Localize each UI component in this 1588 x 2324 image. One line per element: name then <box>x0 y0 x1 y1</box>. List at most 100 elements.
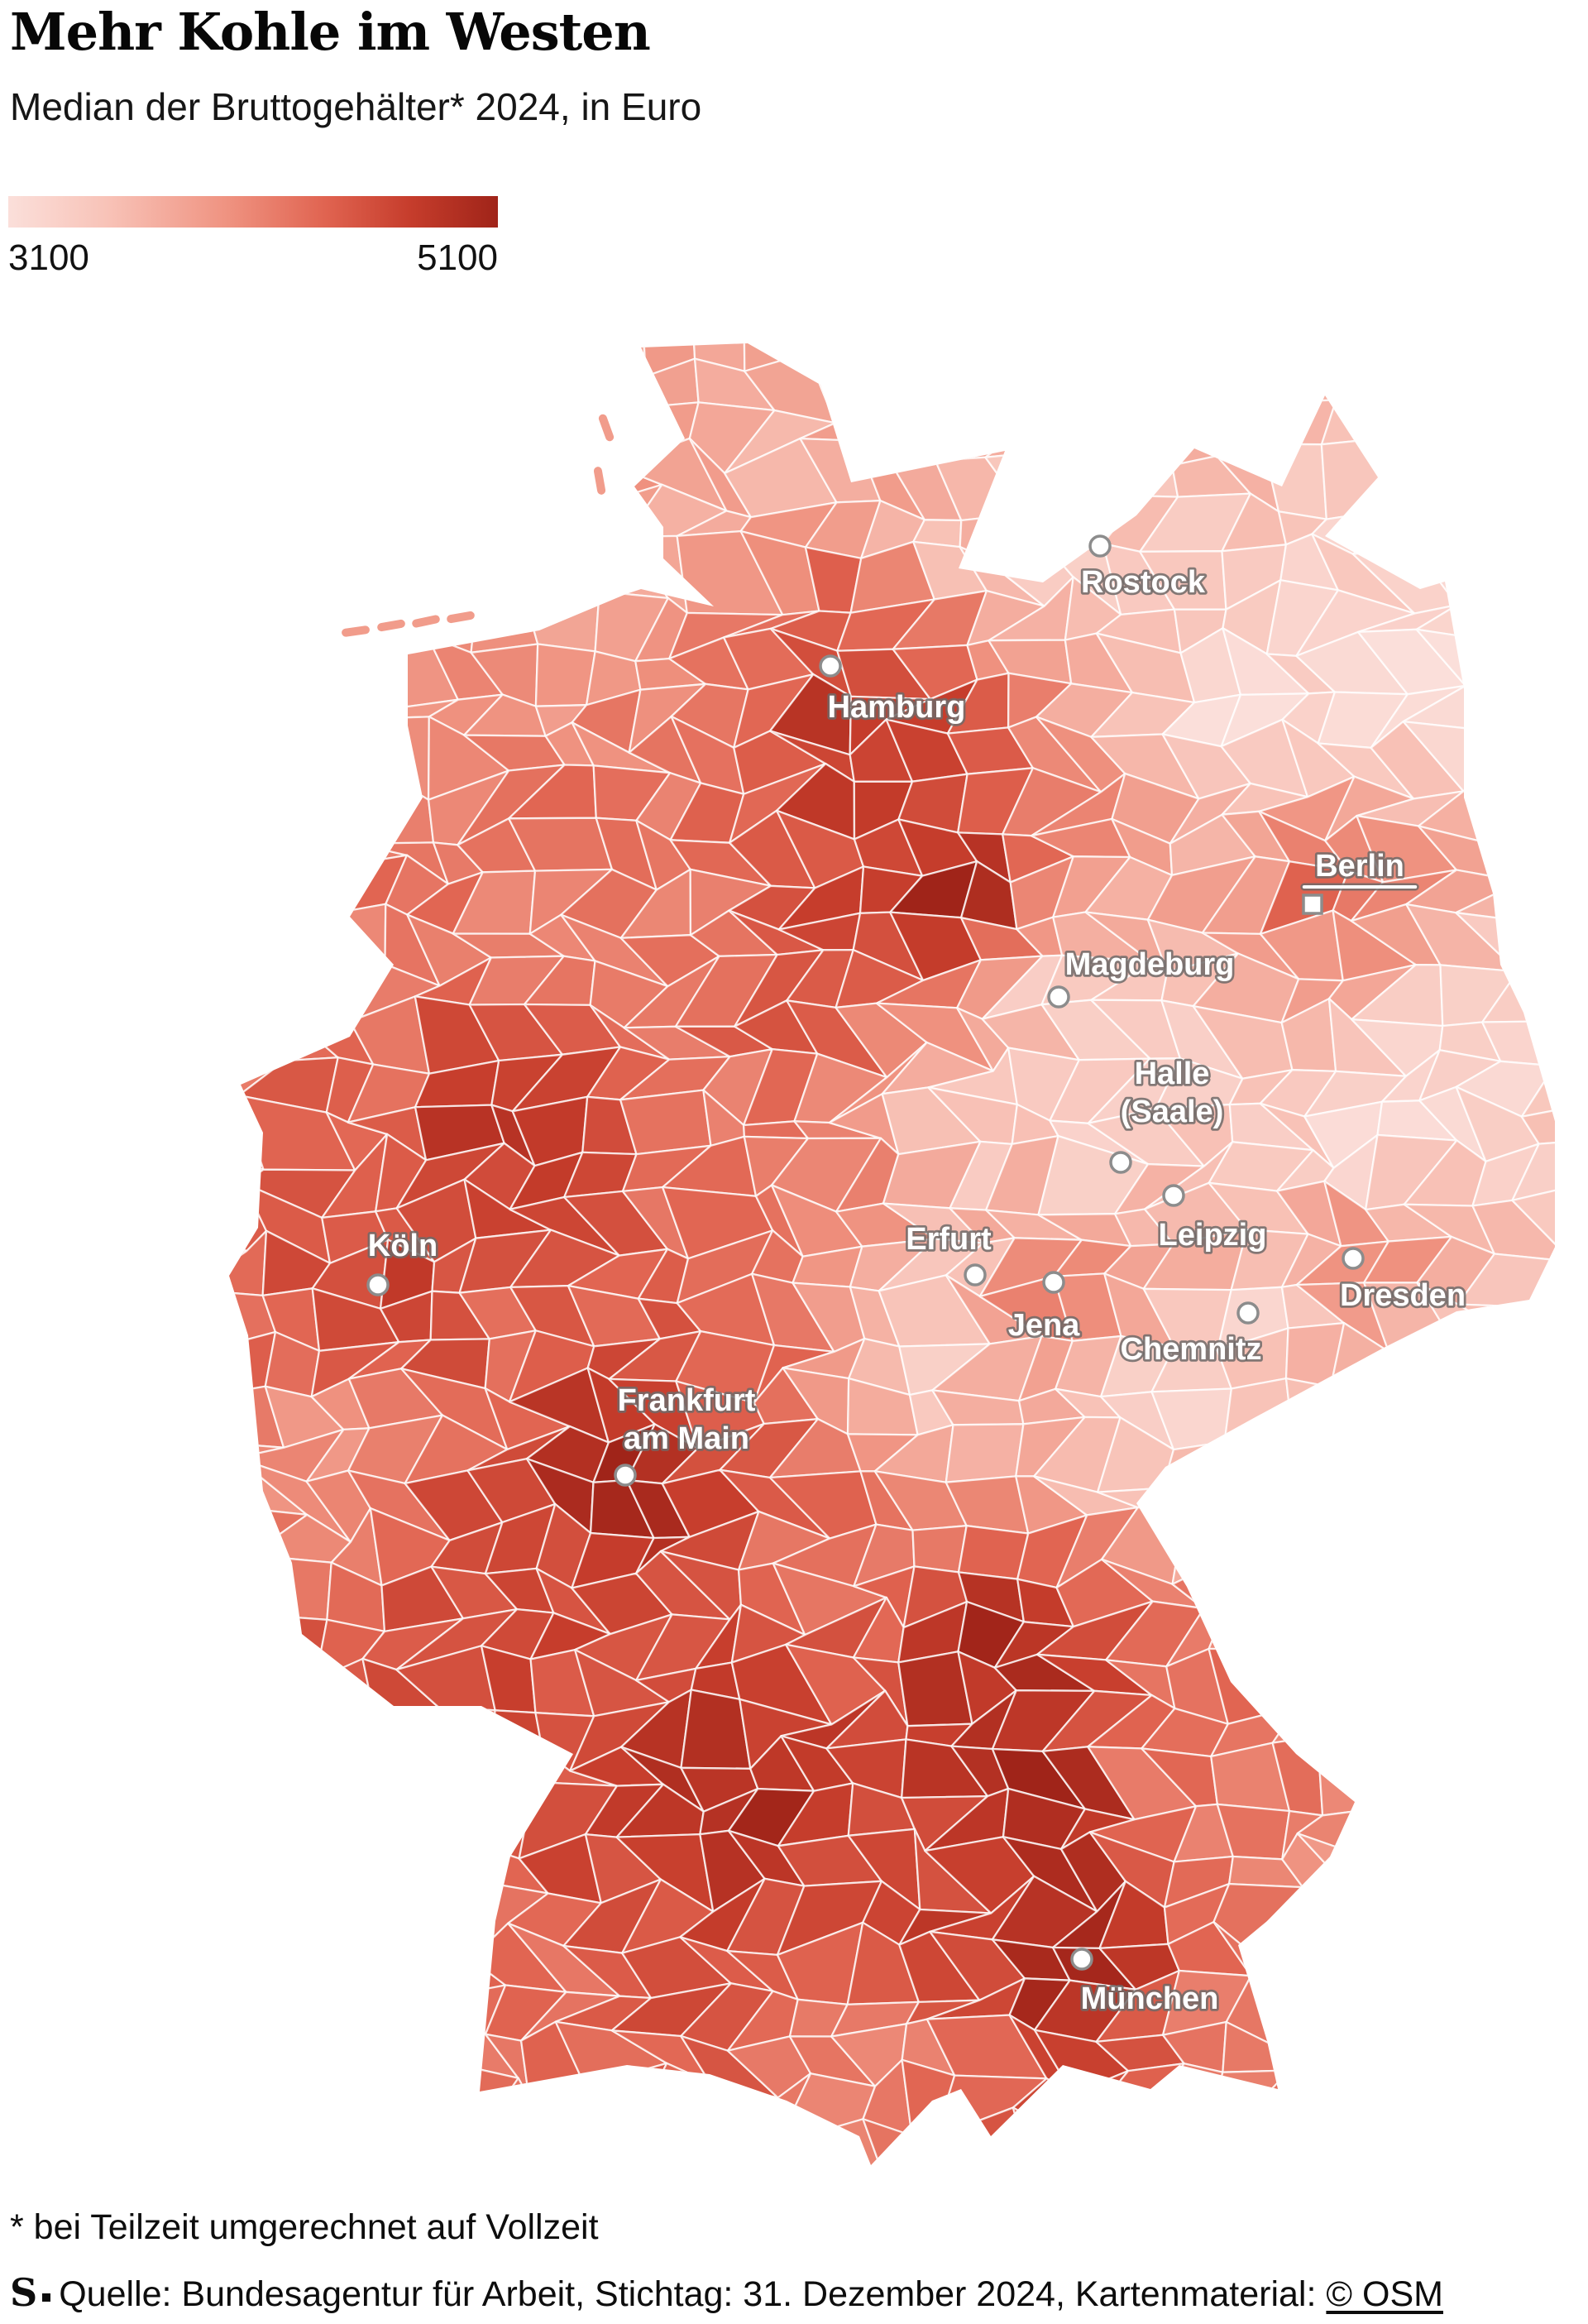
legend-min-label: 3100 <box>8 237 89 278</box>
district-cell <box>1483 1480 1550 1536</box>
district-cell <box>270 577 342 659</box>
district-cell <box>1044 415 1141 477</box>
district-cell <box>229 510 244 558</box>
district-cell <box>1466 576 1558 655</box>
district-cell <box>229 1581 243 1627</box>
district-cell <box>229 671 304 750</box>
district-cell <box>153 1203 174 1261</box>
district-cell <box>373 400 439 444</box>
district-cell <box>378 2116 433 2165</box>
district-cell <box>1234 2168 1286 2184</box>
district-cell <box>926 364 1042 418</box>
district-cell <box>222 319 297 333</box>
district-cell <box>1094 319 1193 332</box>
district-cell <box>1356 1603 1457 1680</box>
district-cell <box>276 1709 341 1761</box>
district-cell <box>240 343 357 376</box>
district-cell <box>385 2029 440 2097</box>
district-cell <box>1543 723 1558 795</box>
district-cell <box>153 1787 165 1863</box>
district-cell <box>1259 1551 1327 1605</box>
district-cell <box>1537 815 1558 894</box>
district-cell <box>1544 415 1558 465</box>
district-cell <box>903 319 992 333</box>
district-cell <box>153 774 160 847</box>
district-cell <box>469 2169 567 2184</box>
island-shape <box>447 611 475 624</box>
district-cell <box>875 349 978 419</box>
city-label-halle-saale-: Halle <box>1135 1057 1210 1091</box>
district-cell <box>313 343 378 376</box>
district-cell <box>1369 1461 1449 1515</box>
district-cell <box>367 1790 441 1866</box>
district-cell <box>1358 1742 1446 1809</box>
district-cell <box>691 2152 751 2165</box>
district-cell <box>484 519 552 569</box>
district-cell <box>553 2154 652 2165</box>
city-label-m-nchen: München <box>1081 1981 1219 2016</box>
district-cell <box>1096 358 1192 421</box>
district-cell <box>1429 2024 1507 2097</box>
district-cell <box>1209 2108 1287 2165</box>
district-cell <box>229 1429 246 1476</box>
district-cell <box>156 400 221 467</box>
district-cell <box>1308 1411 1380 1495</box>
district-cell <box>317 1709 385 1771</box>
district-cell <box>157 1114 218 1166</box>
district-cell <box>1535 2075 1558 2126</box>
district-cell <box>406 442 517 522</box>
district-cell <box>528 505 594 559</box>
district-cell <box>959 512 1027 558</box>
district-cell <box>153 371 222 400</box>
district-cell <box>1256 343 1335 381</box>
district-cell <box>229 343 299 381</box>
district-cell <box>1012 2106 1071 2165</box>
district-cell <box>926 343 1011 376</box>
district-cell <box>1141 348 1227 427</box>
district-cell <box>379 1922 435 2002</box>
district-cell <box>229 1926 298 2005</box>
district-cell <box>267 1972 318 2042</box>
osm-link[interactable]: © OSM <box>1326 2274 1443 2314</box>
district-cell <box>1380 1508 1449 1587</box>
district-cell <box>1463 343 1558 363</box>
footnote: * bei Teilzeit umgerechnet auf Vollzeit <box>10 2207 599 2247</box>
district-cell <box>229 1201 248 1262</box>
district-cell <box>309 439 402 506</box>
district-cell <box>229 774 248 831</box>
district-cell <box>592 343 647 378</box>
district-cell <box>474 2106 568 2165</box>
city-labels: Rostock Hamburg Berlin Magdeburg Halle (Saale… <box>366 563 1468 2019</box>
district-cell <box>1358 1695 1465 1749</box>
district-cell <box>1509 1378 1558 1428</box>
district-cell <box>157 1747 222 1815</box>
district-cell <box>672 319 744 338</box>
district-cell <box>1519 1601 1558 1674</box>
district-cell <box>1535 2106 1558 2165</box>
district-cell <box>1320 399 1407 446</box>
subtitle: Median der Bruttogehälter* 2024, in Euro <box>10 85 702 128</box>
district-cell <box>229 1966 249 2051</box>
district-cell <box>254 2114 342 2163</box>
district-cell <box>229 1876 305 1948</box>
district-cell <box>373 439 442 521</box>
district-cell <box>229 746 306 800</box>
district-cell <box>513 2085 586 2136</box>
district-cell <box>856 409 931 471</box>
district-cell <box>1064 2111 1148 2165</box>
district-cell <box>875 343 993 376</box>
germany-map-svg: Rostock Hamburg Berlin Magdeburg Halle (Saale… <box>153 319 1558 2184</box>
district-cell <box>229 1054 253 1124</box>
district-cell <box>298 688 407 726</box>
district-cell <box>1525 498 1558 555</box>
district-cell <box>153 1763 162 1793</box>
district-cell <box>229 347 280 402</box>
district-cell <box>1320 319 1400 332</box>
district-cell <box>153 1467 160 1537</box>
district-cell <box>229 1966 298 2027</box>
source-line: S Quelle: Bundesagentur für Arbeit, Stich… <box>10 2270 1443 2315</box>
district-cell <box>274 1888 341 1948</box>
district-cell <box>229 825 234 879</box>
district-cell <box>294 903 387 970</box>
district-cell <box>153 1055 190 1114</box>
